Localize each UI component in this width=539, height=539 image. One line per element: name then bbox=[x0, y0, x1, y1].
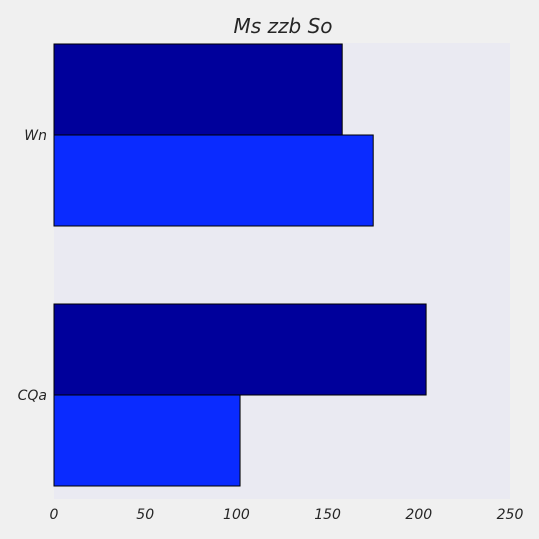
x-tick-label: 100 bbox=[223, 507, 250, 523]
x-tick-label: 250 bbox=[497, 507, 524, 523]
chart-title: Ms zzb So bbox=[233, 14, 332, 38]
y-tick-labels: Wn CQa bbox=[18, 128, 47, 404]
bars-group bbox=[53, 43, 427, 487]
x-tick-labels: 0 50 100 150 200 250 bbox=[50, 507, 524, 523]
bar-cqa-series-1 bbox=[53, 303, 427, 396]
x-tick-label: 150 bbox=[314, 507, 341, 523]
y-tick-label: CQa bbox=[18, 388, 47, 404]
bar-cqa-series-2 bbox=[53, 394, 241, 487]
x-tick-label: 0 bbox=[50, 507, 59, 523]
bar-wn-series-1 bbox=[53, 43, 343, 136]
x-tick-label: 200 bbox=[405, 507, 432, 523]
y-tick-label: Wn bbox=[24, 128, 47, 144]
x-tick-label: 50 bbox=[136, 507, 154, 523]
bar-wn-series-2 bbox=[53, 134, 374, 227]
